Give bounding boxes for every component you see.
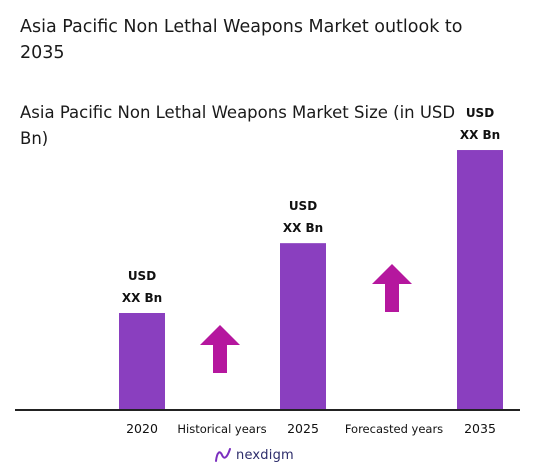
period-label: Forecasted years: [345, 422, 443, 436]
bar-value-label: XX Bn: [283, 221, 323, 235]
x-tick-label: 2025: [287, 421, 319, 436]
bar-value-label: USD: [289, 199, 317, 213]
nexdigm-logo: nexdigm: [214, 446, 294, 464]
arrows-layer: [200, 264, 412, 373]
historical-up-arrow-icon: [200, 325, 240, 373]
x-tick-label: 2035: [464, 421, 496, 436]
bar-value-label: USD: [128, 269, 156, 283]
bar-value-label: USD: [466, 106, 494, 120]
forecast-up-arrow-icon: [372, 264, 412, 312]
bar-2020: [119, 313, 165, 410]
chart-title: Asia Pacific Non Lethal Weapons Market S…: [20, 103, 456, 148]
bar-value-label: XX Bn: [122, 291, 162, 305]
labels-layer: USD XX Bn USD XX Bn USD XX Bn: [122, 106, 500, 305]
nexdigm-logo-icon: [215, 448, 231, 462]
bar-2025: [280, 243, 326, 410]
x-tick-label: 2020: [126, 421, 158, 436]
page-title: Asia Pacific Non Lethal Weapons Market o…: [20, 17, 463, 63]
brand-name: nexdigm: [236, 447, 294, 463]
bars-layer: [119, 150, 503, 411]
bar-2035: [457, 150, 503, 411]
period-label: Historical years: [177, 422, 266, 436]
ticks-layer: 2020 2025 2035 Historical years Forecasted y…: [126, 421, 496, 436]
bar-value-label: XX Bn: [460, 128, 500, 142]
